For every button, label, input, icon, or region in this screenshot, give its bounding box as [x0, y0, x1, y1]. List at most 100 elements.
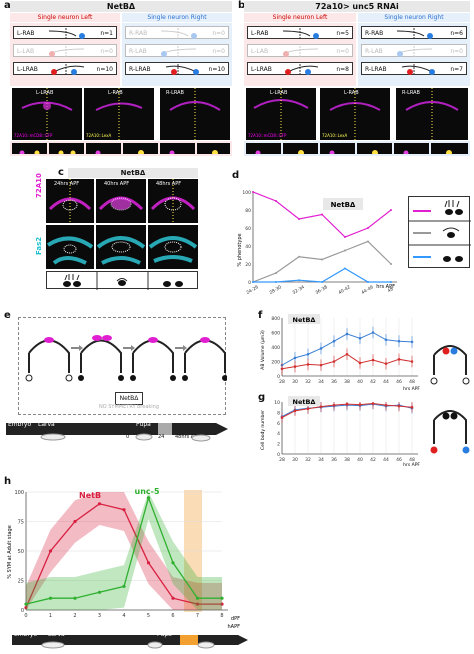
chart-title: NetBΔ — [293, 316, 316, 324]
data-point — [321, 281, 323, 283]
panel-a-letter: a — [4, 0, 11, 11]
panel-e-letter: e — [4, 310, 11, 321]
chart-title: NetBΔ — [331, 201, 356, 209]
x-tick-label: 8 — [220, 613, 223, 619]
panel-a-title: NetBΔ — [106, 2, 136, 11]
data-point — [280, 367, 284, 371]
panel-c-title: NetBΔ — [68, 168, 198, 178]
data-point — [73, 596, 77, 600]
panel-b-right-row: R-LAB n=0 — [361, 44, 467, 57]
x-tick-label: 46 — [396, 457, 402, 463]
x-axis-label-top: dPF — [231, 616, 240, 622]
data-point — [390, 281, 392, 283]
y-tick-label: 6 — [277, 421, 280, 427]
data-point — [122, 584, 126, 588]
micrograph-b-right-lrab: R-LRAB — [396, 88, 468, 140]
title-box — [288, 314, 320, 324]
panel-c-letter: c — [58, 167, 64, 178]
panel-c-72a10-48h: 48hrs APF — [148, 179, 198, 223]
series-line — [252, 240, 392, 283]
data-point — [220, 596, 224, 600]
inset-image — [197, 143, 230, 154]
inset-image — [49, 143, 84, 154]
panel-e-tick-24: 24 — [158, 434, 165, 440]
chart-d: 0 20 40 60 80 100 24-26 28-30 32-34 36-38 40-42 44-… — [237, 190, 397, 296]
inset-image — [123, 143, 158, 154]
neuron-icon — [285, 64, 319, 75]
data-point — [344, 236, 346, 238]
panel-b-left-row: L-LRAB n=8 — [247, 62, 353, 75]
data-point — [344, 267, 346, 270]
y-tick-label: 75 — [18, 520, 24, 526]
panel-c-stain1: 72A10 — [35, 173, 43, 198]
x-tick-label: 30 — [292, 379, 298, 385]
data-point — [73, 519, 77, 524]
y-tick-label: 800 — [271, 316, 280, 322]
data-point — [306, 363, 310, 366]
panel-a-sub-right-box: Single neuron Right — [122, 13, 232, 22]
neuron-diagram-2 — [78, 335, 124, 381]
x-tick-label: 40 — [357, 457, 363, 463]
panel-b-left-row: L-RAB n=5 — [247, 26, 353, 39]
data-point — [252, 191, 254, 193]
series-label-unc5: unc-5 — [135, 487, 160, 496]
inset-image — [160, 143, 195, 154]
y-tick-label: 100 — [14, 490, 24, 496]
data-point — [367, 227, 369, 229]
micrograph-left-rab: L-RAB 72A10::LexA — [84, 88, 154, 140]
panel-h-timeline: Embryo Larva Pupa SYM. B — [12, 630, 248, 645]
data-point — [358, 403, 362, 406]
x-axis-label-bottom: hAPF — [228, 624, 241, 630]
panel-b-right-row: R-LRAB n=7 — [361, 62, 467, 75]
inset-image — [246, 143, 281, 154]
y-tick-label: 0 — [277, 374, 280, 380]
panel-a-right-row: R-LAB n=0 — [125, 44, 229, 57]
data-point — [97, 502, 102, 506]
data-point — [410, 405, 414, 409]
data-point — [24, 602, 28, 606]
larva-icon — [40, 433, 66, 441]
y-tick-label: 200 — [271, 360, 280, 366]
data-point — [410, 360, 414, 363]
x-tick-label: 48 — [409, 457, 415, 463]
data-point — [319, 405, 323, 408]
panel-b-sub-right: Single neuron Right — [384, 14, 444, 21]
x-tick-label: 4 — [122, 613, 125, 619]
panel-h-letter: h — [4, 476, 12, 487]
x-tick-label: 48 — [387, 286, 395, 294]
neuron-icon — [396, 46, 433, 57]
data-point — [293, 409, 297, 413]
data-point — [275, 272, 277, 274]
panel-d-legend — [408, 196, 471, 268]
panel-a-sub-left-box: Single neuron Left — [10, 13, 120, 22]
title-box — [323, 198, 363, 210]
data-point — [97, 590, 102, 594]
x-tick-label: 6 — [171, 613, 174, 619]
panel-d-letter: d — [232, 170, 240, 181]
x-tick-label: 24-26 — [245, 284, 259, 296]
data-point — [306, 407, 310, 411]
data-point — [332, 339, 336, 343]
y-tick-label: 0 — [248, 280, 251, 286]
panel-e-tick-0: 0 — [126, 434, 130, 440]
series-label-netb: NetB — [79, 491, 101, 500]
panel-a-sub-right: Single neuron Right — [147, 14, 207, 21]
neuron-icon — [48, 28, 85, 39]
inset-image — [357, 143, 392, 154]
data-point — [344, 249, 346, 252]
panel-b-left-rows: L-RAB n=5 L-LAB n=0 L-LRAB n=8 — [244, 23, 356, 86]
chart-h: 0 25 50 75 100 0 1 2 3 4 5 6 7 8 NetB unc-5 % SYM at Adu… — [7, 487, 241, 630]
data-point — [321, 213, 323, 216]
inset-image — [394, 143, 429, 154]
series-band — [26, 492, 222, 610]
panel-c-schematic-row — [46, 271, 198, 290]
data-point — [171, 596, 175, 600]
panel-b-sub-left-box: Single neuron Left — [244, 13, 356, 22]
data-point — [319, 363, 323, 367]
neuron-diagram-3 — [130, 337, 176, 381]
data-point — [220, 602, 224, 606]
neuron-icon — [51, 64, 85, 75]
inset-image — [320, 143, 355, 154]
title-box — [288, 396, 320, 406]
data-point — [293, 365, 297, 368]
